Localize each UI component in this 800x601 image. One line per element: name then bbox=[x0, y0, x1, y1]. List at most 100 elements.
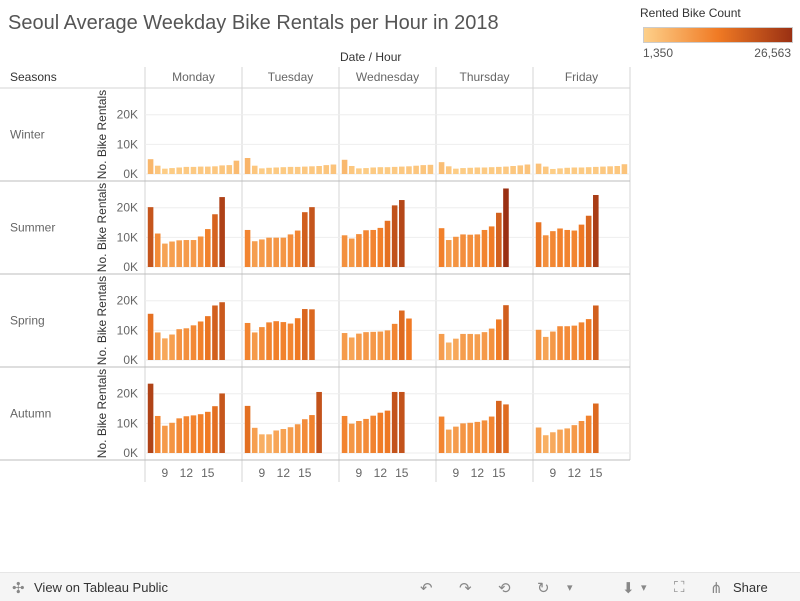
fullscreen-icon[interactable]: ⛶ bbox=[674, 579, 685, 596]
bar-winter-friday-17 bbox=[607, 166, 613, 174]
bar-spring-thursday-14 bbox=[488, 328, 495, 360]
bar-spring-thursday-8 bbox=[445, 342, 452, 360]
bar-autumn-monday-16 bbox=[212, 406, 218, 453]
bar-winter-thursday-19 bbox=[524, 164, 531, 174]
download-icon[interactable]: ⬇ bbox=[622, 580, 635, 597]
bar-summer-friday-11 bbox=[564, 229, 570, 267]
bar-summer-thursday-7 bbox=[438, 228, 445, 267]
bar-autumn-thursday-15 bbox=[496, 400, 502, 453]
bar-autumn-tuesday-11 bbox=[273, 430, 279, 453]
bar-summer-tuesday-15 bbox=[302, 212, 308, 267]
bar-spring-monday-8 bbox=[154, 332, 161, 360]
download-dropdown-icon[interactable]: ▾ bbox=[641, 582, 647, 594]
bar-summer-thursday-15 bbox=[496, 212, 502, 267]
bar-spring-thursday-10 bbox=[460, 333, 466, 360]
bar-spring-tuesday-14 bbox=[294, 318, 301, 360]
bar-winter-tuesday-19 bbox=[330, 164, 337, 174]
refresh-icon[interactable]: ↻ bbox=[537, 580, 550, 597]
pause-dropdown-icon[interactable]: ▾ bbox=[567, 582, 573, 594]
legend-min-label: 1,350 bbox=[643, 46, 674, 60]
row-header-title: Seasons bbox=[10, 70, 57, 84]
revert-icon[interactable]: ⟲ bbox=[498, 580, 511, 597]
bar-spring-friday-10 bbox=[557, 326, 563, 360]
bar-autumn-friday-12 bbox=[571, 425, 578, 453]
x-tick-label: 9 bbox=[259, 466, 266, 480]
bar-winter-friday-14 bbox=[585, 167, 592, 174]
bar-winter-thursday-14 bbox=[488, 167, 495, 174]
column-header-wednesday: Wednesday bbox=[356, 70, 419, 84]
bar-winter-wednesday-14 bbox=[391, 166, 398, 174]
bar-winter-wednesday-7 bbox=[341, 159, 348, 174]
bar-winter-wednesday-10 bbox=[363, 168, 369, 174]
bar-spring-monday-16 bbox=[212, 305, 218, 360]
bar-winter-thursday-7 bbox=[438, 162, 445, 174]
redo-icon[interactable]: ↷ bbox=[459, 580, 472, 597]
bar-spring-wednesday-14 bbox=[391, 323, 398, 360]
bar-spring-friday-7 bbox=[535, 329, 542, 360]
bar-summer-thursday-13 bbox=[481, 229, 488, 267]
bar-spring-tuesday-11 bbox=[273, 321, 279, 360]
bar-winter-monday-18 bbox=[226, 165, 233, 174]
bar-spring-wednesday-8 bbox=[348, 337, 355, 360]
bar-autumn-monday-8 bbox=[154, 415, 161, 453]
bar-chart-grid: Monday Tuesday Wednesday Thursday Friday Wint… bbox=[0, 67, 631, 482]
x-tick-label: 15 bbox=[492, 466, 506, 480]
bar-summer-wednesday-13 bbox=[384, 220, 391, 267]
bar-autumn-thursday-10 bbox=[460, 423, 466, 453]
bar-summer-friday-8 bbox=[542, 235, 549, 267]
bar-autumn-monday-11 bbox=[176, 418, 182, 453]
bar-spring-thursday-7 bbox=[438, 333, 445, 360]
bar-autumn-thursday-14 bbox=[488, 416, 495, 453]
x-tick-label: 9 bbox=[162, 466, 169, 480]
bar-summer-friday-13 bbox=[578, 224, 585, 267]
bar-spring-friday-12 bbox=[571, 325, 578, 360]
bar-winter-tuesday-7 bbox=[244, 158, 251, 174]
bar-summer-monday-8 bbox=[154, 233, 161, 267]
bar-summer-monday-14 bbox=[197, 236, 204, 267]
bar-autumn-friday-7 bbox=[535, 427, 542, 453]
x-tick-label: 15 bbox=[298, 466, 312, 480]
bar-winter-wednesday-12 bbox=[377, 167, 384, 174]
bar-winter-friday-8 bbox=[542, 166, 549, 174]
x-tick-label: 9 bbox=[453, 466, 460, 480]
bar-summer-thursday-10 bbox=[460, 234, 466, 267]
bar-autumn-friday-11 bbox=[564, 428, 570, 453]
column-header-monday: Monday bbox=[172, 70, 215, 84]
bar-autumn-tuesday-12 bbox=[280, 429, 287, 453]
bar-summer-tuesday-11 bbox=[273, 237, 279, 267]
bar-summer-friday-9 bbox=[550, 231, 556, 267]
bar-autumn-monday-15 bbox=[205, 411, 211, 453]
bar-summer-monday-15 bbox=[205, 229, 211, 267]
bar-autumn-thursday-7 bbox=[438, 416, 445, 453]
bar-spring-monday-13 bbox=[190, 325, 197, 360]
undo-icon[interactable]: ↶ bbox=[420, 580, 433, 597]
bar-summer-thursday-11 bbox=[467, 234, 473, 267]
bar-winter-thursday-12 bbox=[474, 167, 481, 174]
bar-winter-monday-7 bbox=[147, 159, 154, 174]
y-tick-label: 0K bbox=[123, 353, 138, 367]
column-header-thursday: Thursday bbox=[459, 70, 509, 84]
bar-summer-friday-14 bbox=[585, 215, 592, 267]
y-tick-label: 20K bbox=[117, 387, 138, 401]
bar-spring-monday-11 bbox=[176, 329, 182, 360]
bar-autumn-friday-14 bbox=[585, 415, 592, 453]
bar-winter-monday-17 bbox=[219, 165, 225, 174]
bar-summer-tuesday-16 bbox=[309, 207, 315, 267]
bar-summer-tuesday-7 bbox=[244, 229, 251, 267]
bar-spring-tuesday-7 bbox=[244, 322, 251, 360]
row-label-spring: Spring bbox=[10, 314, 45, 328]
bar-winter-tuesday-14 bbox=[294, 166, 301, 174]
bar-winter-monday-11 bbox=[176, 167, 182, 174]
bar-winter-thursday-15 bbox=[496, 166, 502, 174]
view-on-tableau-link[interactable]: View on Tableau Public bbox=[34, 580, 168, 595]
footer-toolbar: ✣ View on Tableau Public ↶ ↷ ⟲ ↻ ▾ ⬇ ▾ ⛶… bbox=[0, 572, 800, 601]
tableau-icon[interactable]: ✣ bbox=[12, 580, 25, 597]
bar-autumn-tuesday-8 bbox=[251, 427, 258, 453]
share-icon[interactable]: ⋔ bbox=[710, 580, 723, 597]
share-button[interactable]: Share bbox=[733, 580, 768, 595]
bar-autumn-tuesday-7 bbox=[244, 405, 251, 453]
y-tick-label: 20K bbox=[117, 201, 138, 215]
bar-winter-friday-12 bbox=[571, 167, 578, 174]
bar-summer-monday-12 bbox=[183, 240, 190, 267]
bar-spring-wednesday-9 bbox=[356, 333, 362, 360]
